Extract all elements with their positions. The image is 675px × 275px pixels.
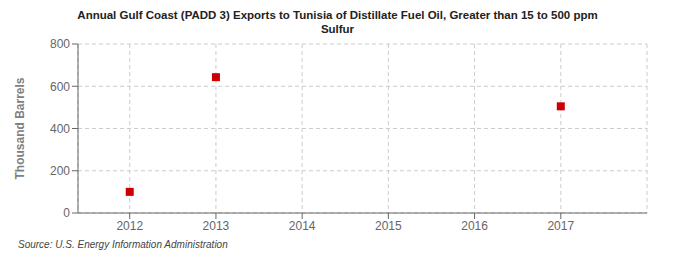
html-text:Source: U.S. Energy Informatio: Source: U.S. Energy Information Administ… (18, 239, 228, 250)
svg-text:600: 600 (50, 80, 70, 94)
html-text:Annual Gulf Coast (PADD 3) Exp: Annual Gulf Coast (PADD 3) Exports to Tu… (77, 9, 598, 21)
svg-text:2013: 2013 (203, 219, 230, 233)
svg-text:0: 0 (63, 206, 70, 220)
svg-text:400: 400 (50, 122, 70, 136)
svg-text:2016: 2016 (461, 219, 488, 233)
svg-text:200: 200 (50, 164, 70, 178)
svg-text:2012: 2012 (116, 219, 143, 233)
html-text:Sulfur: Sulfur (320, 23, 355, 35)
svg-text:2015: 2015 (375, 219, 402, 233)
svg-text:800: 800 (50, 37, 70, 51)
svg-text:Thousand Barrels: Thousand Barrels (13, 77, 27, 179)
svg-text:2014: 2014 (289, 219, 316, 233)
svg-text:2017: 2017 (547, 219, 574, 233)
